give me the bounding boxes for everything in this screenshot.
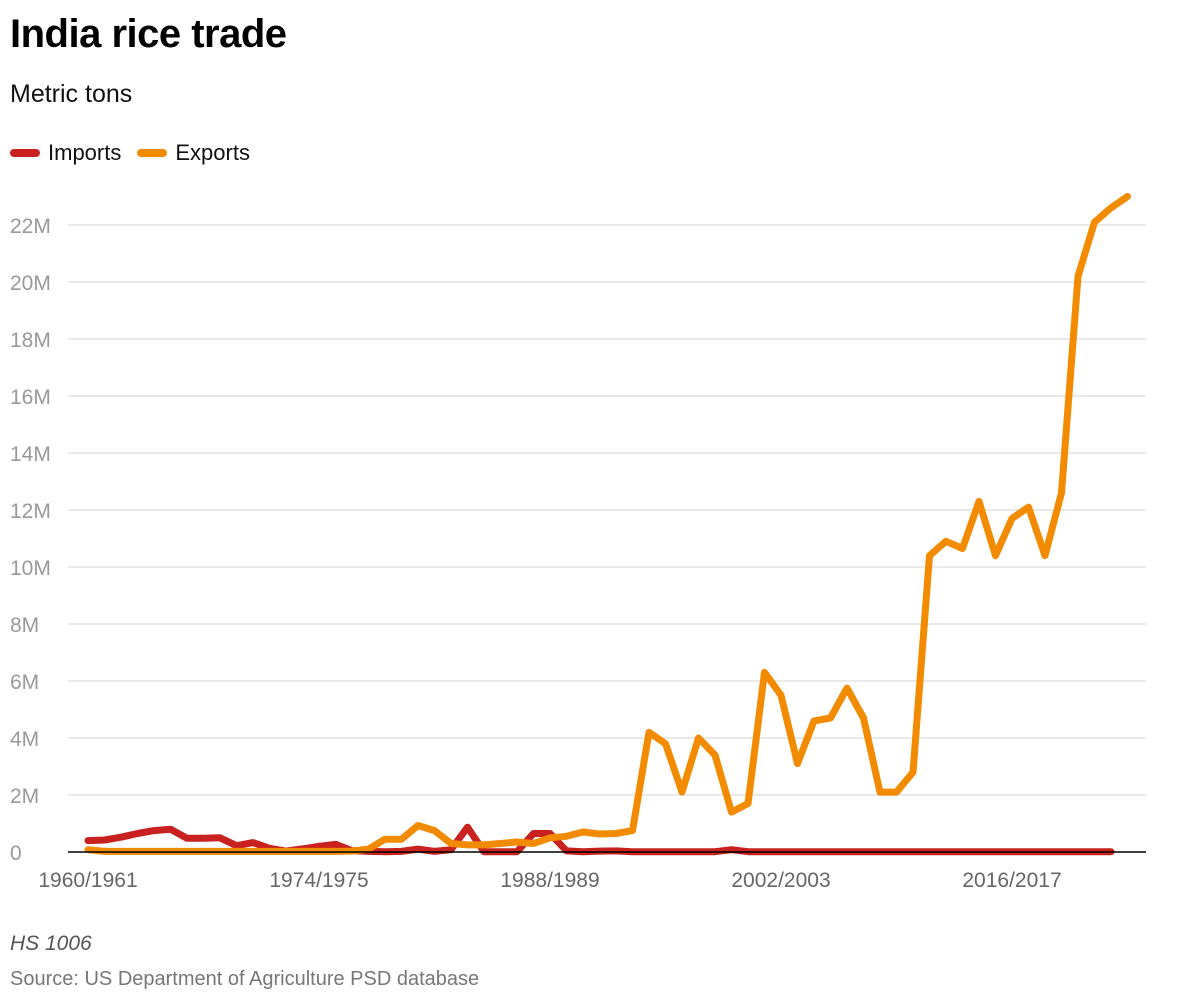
y-tick-label: 18M [10,329,51,352]
y-tick-label: 0 [10,842,22,865]
chart-source: Source: US Department of Agriculture PSD… [10,968,480,990]
chart-title: India rice trade [10,12,287,56]
legend-swatch-imports [10,149,40,157]
y-tick-label: 20M [10,272,51,295]
y-tick-label: 22M [10,215,51,238]
x-tick-label: 1960/1961 [38,869,137,892]
legend-swatch-exports [137,149,168,157]
chart-legend: Imports Exports [10,140,266,166]
legend-item-imports: Imports [10,140,121,166]
legend-label-exports: Exports [175,140,250,165]
y-tick-label: 2M [10,785,39,808]
x-tick-label: 1988/1989 [500,869,599,892]
y-tick-label: 14M [10,443,51,466]
line-chart: 0 2M 4M 6M 8M 10M 12M 14M 16M 18M 20M 22M 1960/1961 1… [10,193,1146,892]
chart-note: HS 1006 [10,932,92,955]
chart-subtitle: Metric tons [10,80,133,108]
y-tick-label: 16M [10,386,51,409]
y-tick-label: 12M [10,500,51,523]
y-tick-label: 6M [10,671,39,694]
x-tick-label: 1974/1975 [269,869,368,892]
x-tick-label: 2016/2017 [962,869,1061,892]
x-tick-label: 2002/2003 [731,869,830,892]
legend-label-imports: Imports [48,140,122,165]
y-tick-label: 8M [10,614,39,637]
legend-item-exports: Exports [137,140,250,166]
y-tick-label: 4M [10,728,39,751]
series-line-exports [84,193,1131,855]
y-tick-label: 10M [10,557,51,580]
